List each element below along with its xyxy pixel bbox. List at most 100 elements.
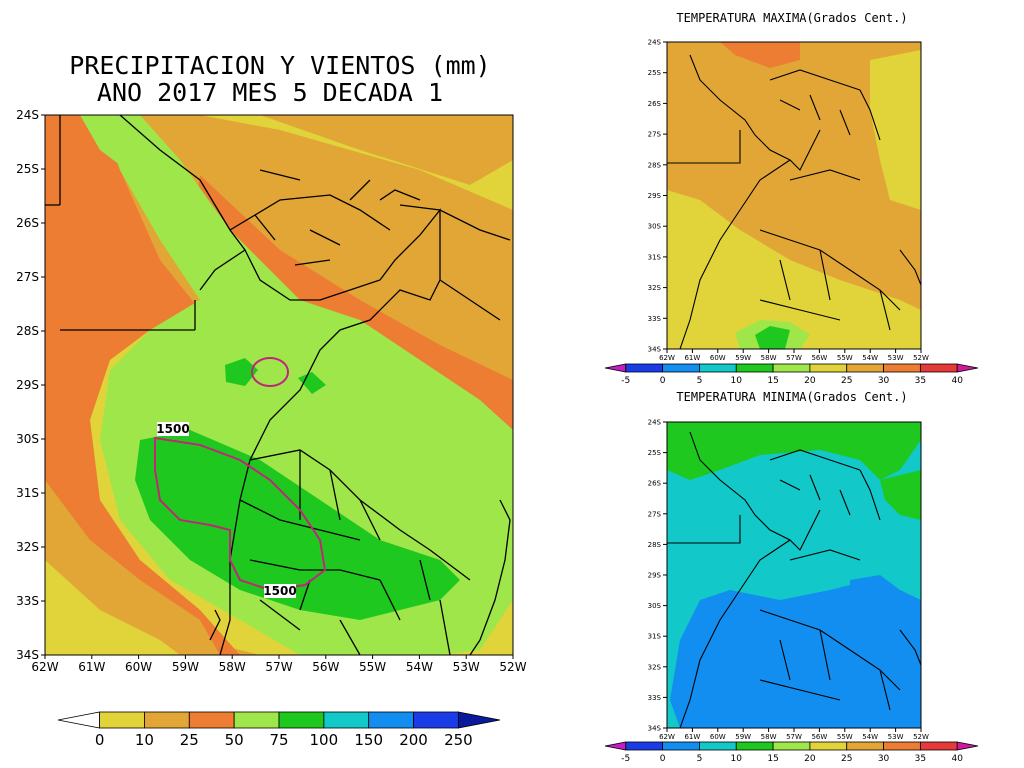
- colorbar-label: 0: [660, 754, 666, 764]
- contour-label-2: 1500: [263, 584, 297, 598]
- lon-tick-label: 58W: [761, 354, 777, 362]
- colorbar-label: 10: [135, 731, 154, 749]
- colorbar-label: 40: [951, 754, 963, 764]
- colorbar-box: [188, 711, 235, 729]
- lon-tick-label: 52W: [913, 733, 929, 741]
- colorbar-label: 15: [767, 376, 778, 386]
- colorbar-box: [625, 363, 664, 373]
- lon-tick-label: 60W: [125, 660, 152, 674]
- precip-band-25-50-west: [45, 115, 240, 655]
- lat-tick-label: 30S: [648, 223, 662, 231]
- colorbar-box: [278, 711, 325, 729]
- colorbar-box: [99, 711, 145, 729]
- lat-tick-label: 32S: [648, 284, 662, 292]
- tmax-lat-axis: 24S 25S 26S 27S 28S 29S 30S 31S 32S 33S 34S: [648, 38, 667, 353]
- lat-tick-label: 34S: [16, 648, 39, 662]
- lon-tick-label: 59W: [172, 660, 199, 674]
- colorbar-label: 0: [95, 731, 105, 749]
- svg-text:1500: 1500: [263, 584, 296, 598]
- colorbar-over-triangle: [457, 711, 501, 729]
- lon-tick-label: 61W: [78, 660, 105, 674]
- lat-tick-label: 33S: [648, 694, 662, 702]
- lat-tick-label: 34S: [648, 345, 662, 353]
- colorbar-label: 25: [841, 376, 852, 386]
- main-title-line2: ANO 2017 MES 5 DECADA 1: [97, 78, 443, 107]
- colorbar-label: 35: [915, 376, 926, 386]
- colorbar-label: 20: [804, 376, 816, 386]
- lat-tick-label: 34S: [648, 724, 662, 732]
- lon-tick-label: 62W: [659, 354, 675, 362]
- lat-tick-label: 24S: [16, 108, 39, 122]
- lat-tick-label: 32S: [648, 663, 662, 671]
- colorbar-box: [883, 741, 921, 751]
- tmin-lat-axis: 24S 25S 26S 27S 28S 29S 30S 31S 32S 33S 34S: [648, 418, 667, 732]
- colorbar-label: 250: [444, 731, 473, 749]
- lon-tick-label: 59W: [735, 354, 751, 362]
- colorbar-label: 35: [915, 754, 926, 764]
- colorbar-label: 0: [660, 376, 666, 386]
- lon-tick-label: 52W: [913, 354, 929, 362]
- lat-tick-label: 32S: [16, 540, 39, 554]
- colorbar-box: [772, 741, 811, 751]
- colorbar-label: 10: [731, 754, 743, 764]
- lat-tick-label: 33S: [16, 594, 39, 608]
- svg-text:1500: 1500: [156, 422, 189, 436]
- lon-tick-label: 58W: [761, 733, 777, 741]
- colorbar-under-triangle: [604, 741, 627, 751]
- lat-tick-label: 28S: [16, 324, 39, 338]
- lon-tick-label: 53W: [453, 660, 480, 674]
- colorbar-label: 50: [225, 731, 244, 749]
- colorbar-box: [846, 363, 884, 373]
- political-boundaries: [45, 115, 511, 655]
- precip-band-50-75-north: [80, 115, 200, 220]
- tmax-lon-axis: 62W 61W 60W 59W 58W 57W 56W 55W 54W 53W 52W: [659, 349, 929, 362]
- lon-tick-label: 58W: [219, 660, 246, 674]
- tmin-lon-axis: 62W 61W 60W 59W 58W 57W 56W 55W 54W 53W 52W: [659, 728, 929, 741]
- colorbar-label: 25: [180, 731, 199, 749]
- colorbar-box: [368, 711, 414, 729]
- colorbar-box: [323, 711, 370, 729]
- lon-tick-label: 54W: [862, 354, 878, 362]
- lat-tick-label: 31S: [16, 486, 39, 500]
- tmax-title: TEMPERATURA MAXIMA(Grados Cent.): [676, 11, 907, 25]
- lon-tick-label: 60W: [710, 733, 726, 741]
- lat-tick-label: 25S: [648, 449, 662, 457]
- colorbar-box: [772, 363, 811, 373]
- lon-tick-label: 56W: [811, 733, 827, 741]
- lat-tick-label: 30S: [16, 432, 39, 446]
- colorbar-box: [883, 363, 921, 373]
- lat-tick-label: 29S: [16, 378, 39, 392]
- lat-tick-label: 26S: [16, 216, 39, 230]
- colorbar-label: 5: [697, 376, 703, 386]
- colorbar-box: [662, 363, 700, 373]
- colorbar-label: 150: [354, 731, 383, 749]
- main-title-line1: PRECIPITACION Y VIENTOS (mm): [69, 51, 490, 80]
- colorbar-box: [699, 363, 737, 373]
- main-lat-axis: 24S 25S 26S 27S 28S 29S 30S 31S 32S 33S 34S: [16, 108, 45, 662]
- lat-tick-label: 27S: [648, 131, 662, 139]
- contour-label-1: 1500: [156, 422, 190, 436]
- lat-tick-label: 30S: [648, 602, 662, 610]
- colorbar-over-triangle: [956, 741, 979, 751]
- colorbar-box: [699, 741, 737, 751]
- colorbar-box: [662, 741, 700, 751]
- colorbar-box: [919, 363, 958, 373]
- colorbar-box: [413, 711, 459, 729]
- lon-tick-label: 53W: [888, 354, 904, 362]
- lat-tick-label: 29S: [648, 192, 662, 200]
- colorbar-label: 10: [731, 376, 743, 386]
- lon-tick-label: 56W: [312, 660, 339, 674]
- lon-tick-label: 57W: [786, 733, 802, 741]
- lat-tick-label: 28S: [648, 541, 662, 549]
- colorbar-box: [735, 363, 774, 373]
- precip-band-10-25: [45, 115, 513, 440]
- colorbar-over-triangle: [956, 363, 979, 373]
- colorbar-label: 100: [310, 731, 339, 749]
- colorbar-label: 200: [399, 731, 428, 749]
- precipitation-map: [45, 115, 513, 655]
- colorbar-label: 5: [697, 754, 703, 764]
- colorbar-box: [735, 741, 774, 751]
- colorbar-label: -5: [621, 376, 630, 386]
- lat-tick-label: 24S: [648, 418, 662, 426]
